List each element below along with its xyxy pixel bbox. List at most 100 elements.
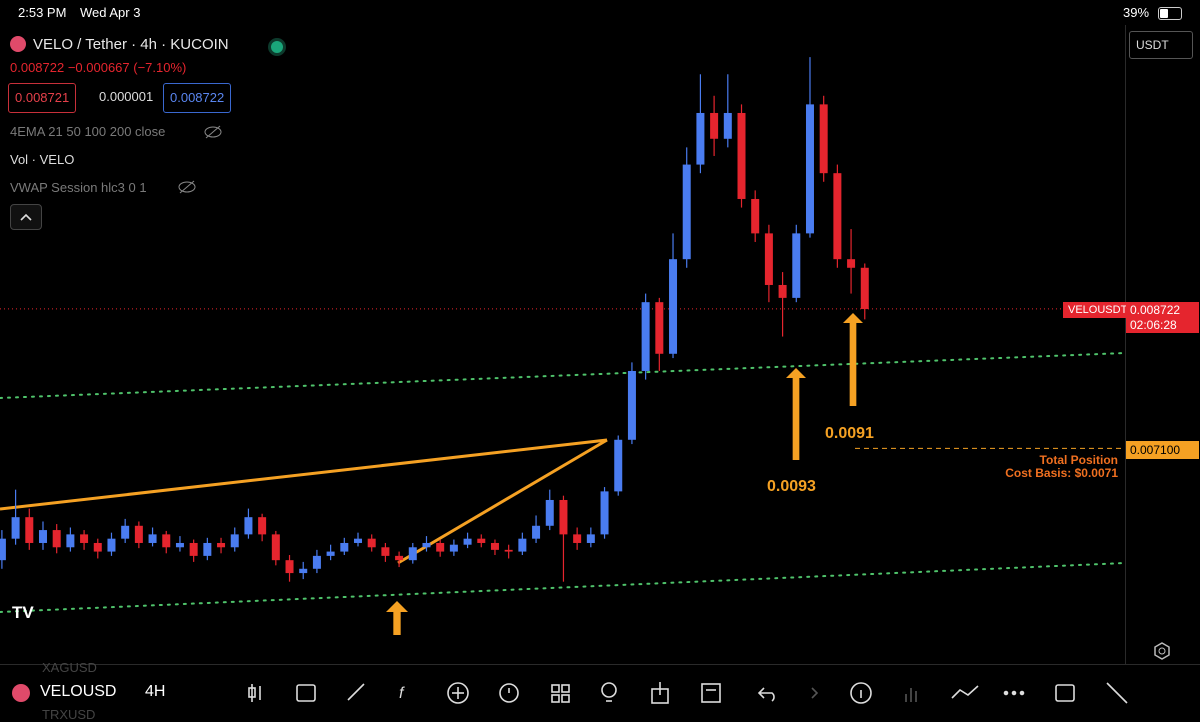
ghost-symbol: XAGUSD: [42, 660, 97, 675]
candle-body: [559, 499, 568, 535]
coin-icon: [10, 36, 26, 52]
candle-body: [847, 259, 856, 268]
candle-body: [600, 491, 609, 535]
spread: 0.000001: [99, 89, 154, 104]
draw-icon[interactable]: [347, 683, 365, 701]
candle-body: [710, 112, 719, 139]
toolbar-icons: f: [248, 682, 1128, 704]
candle-body: [134, 525, 143, 543]
candle-body: [805, 104, 814, 234]
indicator[interactable]: 4EMA 21 50 100 200 close: [10, 124, 166, 139]
arrow: [843, 313, 863, 406]
coin-icon: [12, 684, 30, 702]
price-tag-name: VELOUSDT: [1063, 302, 1133, 318]
candle-body: [162, 534, 171, 548]
ghost-symbol: TRXUSD: [42, 707, 96, 722]
candle-body: [299, 568, 308, 574]
candle-body: [778, 284, 787, 298]
battery-icon: [1158, 7, 1182, 20]
layout-icon[interactable]: [551, 684, 570, 703]
collapse-button[interactable]: [10, 204, 42, 230]
candle-body: [422, 542, 431, 548]
candle-body: [25, 517, 34, 543]
redo-icon[interactable]: [811, 687, 819, 699]
candle-body: [463, 538, 472, 545]
candle-body: [477, 538, 486, 543]
candle-body: [504, 549, 513, 552]
svg-text:f: f: [399, 685, 405, 702]
objects-icon[interactable]: [701, 683, 721, 703]
annotation: 0.0091: [825, 425, 874, 442]
candle-body: [217, 542, 226, 548]
candle-body: [354, 538, 363, 543]
toolbar-interval[interactable]: 4H: [145, 683, 166, 700]
last-price-tag: 0.008722: [1126, 302, 1199, 318]
cost-basis-tag: 0.007100: [1126, 441, 1199, 459]
candle-body: [11, 517, 20, 539]
candle-body: [367, 538, 376, 548]
candle-body: [175, 542, 184, 548]
chart-type-icon[interactable]: [248, 684, 261, 702]
candle-body: [80, 534, 89, 543]
info-icon[interactable]: [850, 682, 872, 704]
alert-icon[interactable]: [499, 683, 519, 703]
trend-line: [0, 562, 1126, 613]
indicator[interactable]: Vol · VELO: [10, 152, 75, 167]
candle-body: [573, 534, 582, 543]
more-icon[interactable]: [1003, 690, 1025, 696]
candle-body: [326, 551, 335, 556]
candle-body: [148, 534, 157, 543]
candle-body: [641, 302, 650, 371]
candle-body: [655, 302, 664, 354]
candle-body: [532, 525, 541, 539]
buy-button[interactable]: 0.008722: [163, 83, 232, 113]
countdown: 02:06:28: [1126, 317, 1199, 333]
candle-body: [52, 530, 61, 548]
market-status: [268, 38, 286, 56]
candle-body: [436, 542, 445, 552]
arrow: [786, 368, 806, 460]
expand-icon[interactable]: [1106, 682, 1128, 704]
hide-icon[interactable]: [177, 179, 197, 195]
compare-icon[interactable]: [296, 684, 316, 702]
clock: 2:53 PM: [18, 5, 67, 20]
share-icon[interactable]: [651, 682, 669, 704]
candle-body: [244, 517, 253, 535]
fullscreen-icon[interactable]: [1055, 684, 1075, 702]
settings-icon[interactable]: [1152, 641, 1172, 661]
candle-body: [189, 542, 198, 556]
symbol-title[interactable]: VELO / Tether · 4h · KUCOIN: [33, 36, 229, 53]
candle-body: [669, 259, 678, 354]
ideas-icon[interactable]: [601, 682, 617, 702]
candle-body: [449, 544, 458, 552]
trend-line: [397, 438, 608, 565]
candle-body: [751, 198, 760, 234]
currency-select[interactable]: USDT: [1129, 31, 1193, 59]
trend-line: [0, 352, 1126, 399]
undo-icon[interactable]: [757, 687, 775, 702]
hide-icon[interactable]: [203, 124, 223, 140]
toolbar-symbol[interactable]: VELOUSD: [40, 683, 117, 700]
candle-body: [518, 538, 527, 552]
candle-body: [764, 233, 773, 285]
candle-body: [819, 104, 828, 174]
candle-body: [545, 499, 554, 526]
axis-divider: [0, 664, 1200, 665]
indicators-icon[interactable]: f: [399, 685, 405, 702]
candle-body: [682, 164, 691, 260]
sell-button[interactable]: 0.008721: [8, 83, 77, 113]
trend-icon[interactable]: [951, 685, 979, 699]
price-change: 0.008722 −0.000667 (−7.10%): [10, 60, 187, 75]
stats-icon[interactable]: [905, 688, 917, 702]
add-icon[interactable]: [447, 682, 469, 704]
candle-body: [792, 233, 801, 298]
candle-body: [93, 542, 102, 552]
candle-body: [381, 547, 390, 556]
indicator[interactable]: VWAP Session hlc3 0 1: [10, 180, 147, 195]
candle-body: [121, 525, 130, 539]
candle-body: [723, 112, 732, 139]
annotation: 0.0093: [767, 478, 816, 495]
candle-body: [258, 517, 267, 535]
